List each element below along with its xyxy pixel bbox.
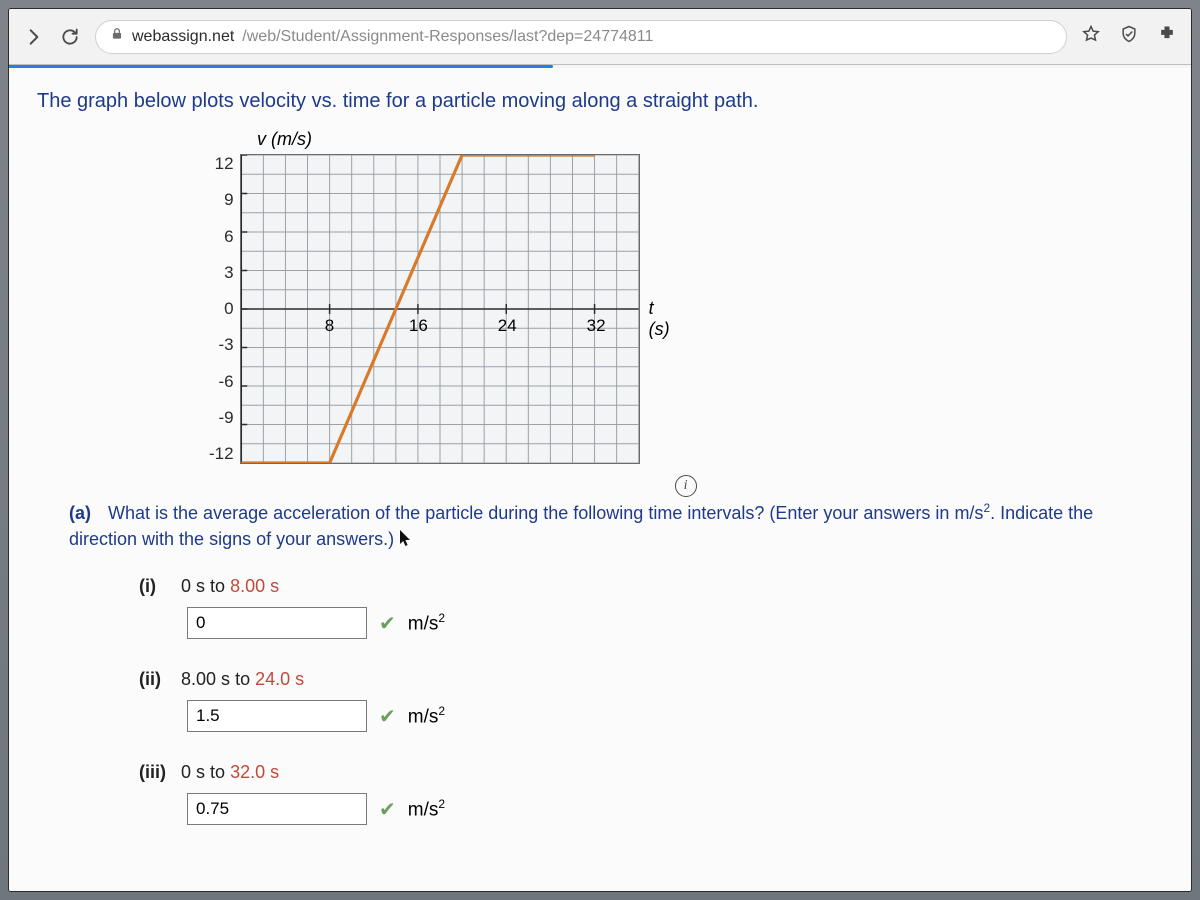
y-tick-label: -6 — [218, 372, 233, 392]
answer-part: (i)0 s to 8.00 s ✔ m/s2 — [139, 576, 1151, 639]
answer-unit: m/s2 — [408, 704, 445, 728]
answer-input[interactable] — [187, 700, 367, 732]
y-tick-label: 12 — [215, 154, 234, 174]
answer-unit: m/s2 — [408, 611, 445, 635]
x-axis-label: t (s) — [649, 298, 670, 340]
y-tick-label: -3 — [218, 335, 233, 355]
browser-toolbar: webassign.net/web/Student/Assignment-Res… — [9, 9, 1191, 65]
answer-parts: (i)0 s to 8.00 s✔m/s2(ii)8.00 s to 24.0 … — [9, 572, 1191, 885]
y-tick-label: 3 — [224, 263, 233, 283]
question-a: (a) What is the average acceleration of … — [9, 472, 1191, 572]
part-head: (i)0 s to 8.00 s — [139, 576, 1151, 597]
part-head: (ii)8.00 s to 24.0 s — [139, 669, 1151, 690]
info-icon[interactable]: i — [675, 475, 697, 497]
part-head: (iii)0 s to 32.0 s — [139, 762, 1151, 783]
shield-icon[interactable] — [1119, 24, 1139, 49]
part-to-word: to — [235, 669, 250, 689]
part-from: 8.00 s — [181, 669, 230, 689]
problem-prompt: The graph below plots velocity vs. time … — [9, 68, 1191, 123]
velocity-time-chart: t (s) i 8162432 — [240, 154, 640, 464]
part-roman: (i) — [139, 576, 181, 597]
lock-icon — [110, 27, 124, 46]
forward-icon[interactable] — [23, 26, 45, 48]
url-host: webassign.net — [132, 28, 234, 46]
answer-input[interactable] — [187, 793, 367, 825]
part-roman: (iii) — [139, 762, 181, 783]
y-tick-label: 0 — [224, 299, 233, 319]
y-tick-label: 9 — [224, 190, 233, 210]
page-content: The graph below plots velocity vs. time … — [9, 68, 1191, 891]
check-icon: ✔ — [379, 704, 396, 729]
x-tick-label: 8 — [325, 316, 334, 336]
part-to: 8.00 s — [230, 576, 279, 596]
question-text-1: What is the average acceleration of the … — [108, 503, 983, 523]
address-bar[interactable]: webassign.net/web/Student/Assignment-Res… — [95, 20, 1067, 54]
x-tick-label: 16 — [409, 316, 428, 336]
y-tick-label: 6 — [224, 227, 233, 247]
part-to: 24.0 s — [255, 669, 304, 689]
answer-input[interactable] — [187, 607, 367, 639]
y-tick-labels: 12 9 6 3 0 -3 -6 -9 -12 — [209, 154, 240, 464]
answer-part: (iii)0 s to 32.0 s ✔ m/s2 — [139, 762, 1151, 825]
part-from: 0 s — [181, 762, 205, 782]
check-icon: ✔ — [379, 611, 396, 636]
check-icon: ✔ — [379, 797, 396, 822]
extension-icon[interactable] — [1157, 24, 1177, 49]
part-to-word: to — [210, 576, 225, 596]
y-tick-label: -12 — [209, 444, 234, 464]
answer-part: (ii)8.00 s to 24.0 s ✔ m/s2 — [139, 669, 1151, 732]
part-roman: (ii) — [139, 669, 181, 690]
y-tick-label: -9 — [218, 408, 233, 428]
reload-icon[interactable] — [59, 26, 81, 48]
cursor-icon — [399, 528, 413, 546]
load-progress — [9, 65, 1191, 68]
url-path: /web/Student/Assignment-Responses/last?d… — [242, 28, 653, 46]
x-tick-label: 24 — [498, 316, 517, 336]
y-axis-label: v (m/s) — [257, 129, 1163, 150]
part-to: 32.0 s — [230, 762, 279, 782]
answer-unit: m/s2 — [408, 797, 445, 821]
star-icon[interactable] — [1081, 24, 1101, 49]
part-to-word: to — [210, 762, 225, 782]
part-from: 0 s — [181, 576, 205, 596]
x-tick-label: 32 — [587, 316, 606, 336]
question-label: (a) — [69, 500, 103, 526]
